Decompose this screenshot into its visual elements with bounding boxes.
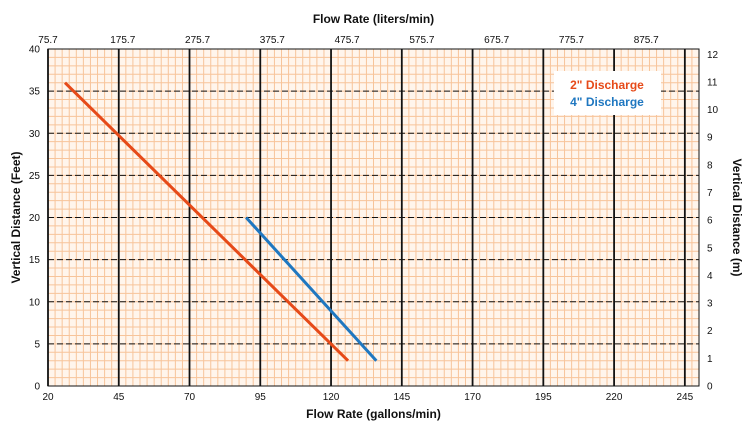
- x2-tick-label: 375.7: [260, 35, 285, 46]
- y-tick-label: 20: [29, 213, 41, 224]
- x2-tick-label: 275.7: [185, 35, 210, 46]
- plot-frame: [47, 48, 700, 387]
- series-line-1: [245, 216, 378, 362]
- x-axis-title: Flow Rate (gallons/min): [306, 407, 441, 421]
- y-tick-label: 40: [29, 45, 41, 56]
- x-tick-label: 20: [42, 392, 54, 403]
- x-tick-label: 95: [255, 392, 267, 403]
- y2-tick-label: 9: [707, 133, 713, 144]
- y2-tick-label: 7: [707, 188, 713, 199]
- y2-tick-label: 2: [707, 326, 713, 337]
- x2-tick-labels: 75.7 175.7 275.7 375.7 475.7 575.7 675.7 775.7 8…: [38, 35, 659, 46]
- x-tick-label: 245: [677, 392, 694, 403]
- y-tick-label: 15: [29, 255, 41, 266]
- x2-tick-label: 575.7: [409, 35, 434, 46]
- y2-tick-label: 0: [707, 382, 713, 393]
- y2-tick-label: 5: [707, 243, 713, 254]
- x-tick-label: 70: [184, 392, 196, 403]
- x2-tick-label: 675.7: [484, 35, 509, 46]
- y2-tick-label: 12: [707, 50, 719, 61]
- x-tick-label: 120: [323, 392, 340, 403]
- y-axis-title: Vertical Distance (Feet): [9, 151, 23, 283]
- y2-tick-label: 10: [707, 105, 719, 116]
- legend: 2" Discharge 4" Discharge: [554, 71, 661, 115]
- y2-tick-label: 4: [707, 271, 713, 282]
- y-tick-label: 30: [29, 129, 41, 140]
- y2-tick-label: 11: [707, 77, 718, 88]
- legend-entry-4in-discharge: 4" Discharge: [570, 95, 644, 109]
- x2-axis-title: Flow Rate (liters/min): [313, 12, 434, 26]
- x-tick-label: 220: [606, 392, 623, 403]
- x-tick-label: 170: [464, 392, 481, 403]
- x-tick-label: 195: [535, 392, 552, 403]
- x2-tick-label: 175.7: [110, 35, 135, 46]
- x2-tick-label: 75.7: [38, 35, 58, 46]
- x2-tick-label: 775.7: [559, 35, 584, 46]
- y-tick-label: 0: [34, 382, 40, 393]
- y2-axis-title: Vertical Distance (m): [730, 158, 744, 276]
- x2-tick-label: 875.7: [634, 35, 659, 46]
- y-tick-label: 25: [29, 171, 41, 182]
- y-tick-label: 35: [29, 87, 41, 98]
- x2-tick-label: 475.7: [335, 35, 360, 46]
- series-layer: [63, 81, 378, 362]
- series-line-0: [63, 81, 350, 362]
- y-tick-label: 5: [34, 339, 40, 350]
- y2-tick-label: 3: [707, 299, 713, 310]
- legend-box: [554, 71, 661, 115]
- y-tick-label: 10: [29, 297, 41, 308]
- y2-tick-label: 8: [707, 160, 713, 171]
- x-tick-label: 145: [393, 392, 410, 403]
- x-tick-label: 45: [113, 392, 125, 403]
- y2-tick-label: 6: [707, 216, 713, 227]
- y2-tick-label: 1: [707, 354, 713, 365]
- legend-entry-2in-discharge: 2" Discharge: [570, 78, 644, 92]
- x-tick-labels: 20 45 70 95 120 145 170 195 220 245: [42, 392, 693, 403]
- y-tick-labels: 0 5 10 15 20 25 30 35 40: [29, 45, 41, 393]
